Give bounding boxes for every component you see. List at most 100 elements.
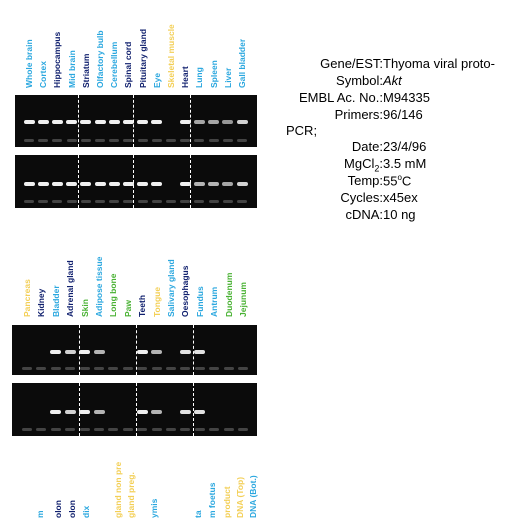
gel-band [151,350,163,354]
lane-label-bottom_panel-11: Oesophagus [180,265,191,317]
lane-label-top_panel-8: Pituitary gland [137,28,148,88]
gel-smear [151,428,162,431]
gel-image-top-upper [15,95,257,147]
gel-smear [137,200,148,203]
partial-lane-label-5: gland preg. [126,472,136,518]
gel-smear [194,367,205,370]
gel-smear [50,367,61,370]
lane-label-top_panel-6: Cerebellum [109,41,120,88]
primers-value: 96/146 [383,107,423,122]
gel-smear [80,139,91,142]
gel-smear [209,428,220,431]
gel-band [236,120,248,124]
gel-band [93,350,105,354]
gel-band [179,410,191,414]
gel-smear [50,428,61,431]
mgcl-value: 3.5 mM [383,156,427,171]
gel-smear [79,367,90,370]
gel-band [37,182,49,186]
gel-smear [24,200,34,203]
gel-smear [180,428,191,431]
lane-label-bottom_panel-4: Skin [79,299,90,317]
gel-smear [222,139,233,142]
gel-smear [38,139,49,142]
lane-label-top_panel-14: Liver [222,67,233,88]
gel-smear [166,367,176,370]
gel-smear [22,428,32,431]
gel-band [64,350,76,354]
gel-band [50,350,62,354]
gel-band [79,350,91,354]
gel-smear [123,200,134,203]
gel-smear [180,200,191,203]
gel-band [94,182,106,186]
lane-label-top_panel-1: Cortex [38,61,49,88]
lane-label-bottom_panel-0: Pancreas [22,279,32,317]
gel-smear [237,200,247,203]
gel-band [66,120,78,124]
gene-value: Thyoma viral proto- [383,56,495,71]
mgcl-row: MgCl2: 3.5 mM [280,156,512,174]
lane-label-bottom_panel-5: Adipose tissue [94,256,104,317]
lane-label-bottom_panel-14: Duodenum [223,272,234,317]
lane-label-bottom_panel-15: Jejunum [238,282,248,317]
gel-smear [222,200,233,203]
lane-label-top_panel-3: Mid brain [66,50,77,88]
gel-band [222,120,234,124]
gel-smear [95,139,105,142]
lane-separator [190,95,191,147]
gel-band [108,120,120,124]
lane-separator [78,155,79,208]
lane-label-bottom_panel-10: Salivary gland [166,259,176,317]
gel-smear [108,367,119,370]
gel-smear [66,139,77,142]
gel-smear [52,200,63,203]
gel-smear [238,367,248,370]
gel-band [151,120,163,124]
date-value: 23/4/96 [383,139,427,154]
lane-separator [136,383,137,436]
lane-label-bottom_panel-8: Teeth [137,294,148,317]
gel-smear [180,139,191,142]
gel-smear [151,367,162,370]
gel-smear [194,139,205,142]
gel-band [108,182,120,186]
gel-band [136,410,148,414]
gel-band [137,120,149,124]
gel-band [179,350,191,354]
gel-smear [137,428,148,431]
lane-label-bottom_panel-2: Bladder [50,285,61,317]
gel-image-top-lower [15,155,257,208]
embl-label: EMBL Ac. No.: [298,90,383,105]
gel-image-bottom-upper [12,325,257,375]
gel-smear [24,139,34,142]
date-label: Date: [351,139,383,154]
partial-lane-label-4: gland non pre [113,461,123,518]
gel-smear [209,367,220,370]
gel-smear [194,200,205,203]
cdna-value: 10 ng [383,207,416,222]
pcr-label: PCR; [286,123,318,138]
lane-label-top_panel-2: Hippocampus [52,31,63,88]
gel-smear [95,200,105,203]
gel-band [137,182,149,186]
lane-label-bottom_panel-9: Tongue [151,286,162,317]
primers-label: Primers: [334,107,383,122]
gel-band [94,120,106,124]
lane-label-top_panel-5: Olfactory bulb [95,30,105,88]
gel-band [50,410,62,414]
gel-band [208,182,220,186]
gel-smear [123,139,134,142]
gel-band [151,182,163,186]
gel-smear [109,139,120,142]
gel-smear [94,367,104,370]
partial-lane-label-6: ymis [149,498,159,518]
partial-lane-label-1: olon [53,500,63,518]
gel-band [194,410,206,414]
cdna-row: cDNA: 10 ng [280,207,512,224]
gel-band [80,182,92,186]
lane-separator [79,325,80,375]
gel-smear [237,139,247,142]
gel-band [208,120,220,124]
lane-separator [79,383,80,436]
